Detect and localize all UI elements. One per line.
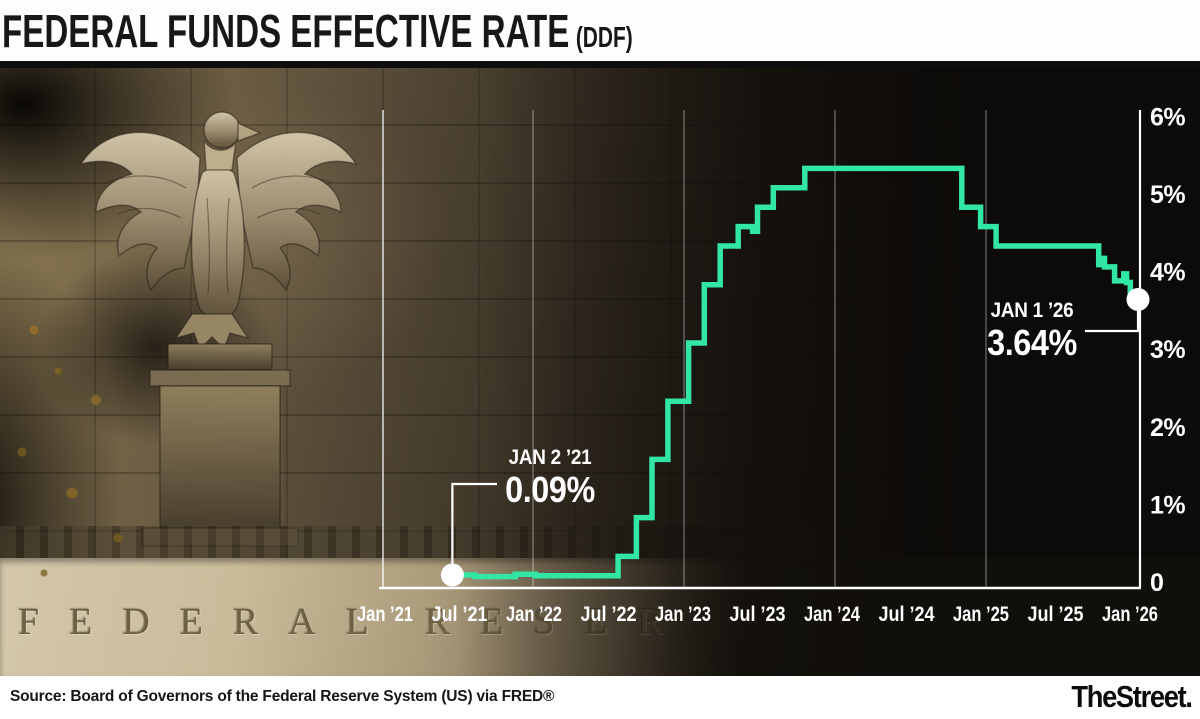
- annotation-start-date: JAN 2 ’21: [508, 446, 592, 469]
- x-tick-label: Jul ’22: [581, 603, 637, 626]
- x-tick-label: Jan ’22: [506, 603, 562, 626]
- fed-building-photo: FEDERALRESER: [0, 68, 1200, 676]
- annotation-end-value: 3.64%: [987, 322, 1077, 364]
- page-title-row: FEDERAL FUNDS EFFECTIVE RATE (DDF): [2, 4, 633, 58]
- x-tick-label: Jan ’23: [655, 603, 711, 626]
- x-tick-label: Jul ’23: [730, 603, 786, 626]
- annotation-start-connector: [451, 482, 497, 574]
- x-tick-label: Jan ’25: [953, 603, 1009, 626]
- annotation-end-date: JAN 1 ’26: [990, 299, 1074, 322]
- x-tick-label: Jan ’24: [804, 603, 860, 626]
- y-tick-label: 3%: [1150, 336, 1185, 364]
- thestreet-logo: TheStreet.: [1071, 678, 1194, 714]
- footer: Source: Board of Governors of the Federa…: [0, 676, 1200, 719]
- x-tick-label: Jan ’21: [357, 603, 413, 626]
- annotation-start-value: 0.09%: [505, 469, 595, 511]
- page-title-suffix: (DDF): [575, 22, 633, 54]
- y-tick-label: 6%: [1150, 103, 1185, 131]
- annotation-start: JAN 2 ’21 0.09%: [471, 446, 629, 511]
- chart-stage: FEDERALRESER 6% 5% 4% 3% 2% 1% 0 Jan ’21 Jul ’21…: [0, 68, 1200, 676]
- y-tick-label: 4%: [1150, 259, 1185, 287]
- source-text: Source: Board of Governors of the Federa…: [10, 687, 555, 705]
- page-title: FEDERAL FUNDS EFFECTIVE RATE: [2, 5, 570, 57]
- y-tick-label: 2%: [1150, 414, 1185, 442]
- annotation-end: JAN 1 ’26 3.64%: [956, 299, 1107, 364]
- rate-chart: 6% 5% 4% 3% 2% 1% 0 Jan ’21 Jul ’21 Jan ’22 Jul ’2…: [357, 103, 1186, 626]
- y-tick-label: 0: [1150, 569, 1163, 597]
- header: FEDERAL FUNDS EFFECTIVE RATE (DDF): [0, 0, 1200, 68]
- x-tick-label: Jul ’25: [1028, 603, 1084, 626]
- end-point-marker: [1126, 288, 1150, 312]
- annotation-end-connector: [1085, 301, 1140, 333]
- y-tick-label: 1%: [1150, 491, 1185, 519]
- x-tick-label: Jul ’21: [432, 603, 488, 626]
- x-tick-label: Jul ’24: [879, 603, 935, 626]
- y-tick-label: 5%: [1150, 181, 1185, 209]
- rate-step-line: [452, 165, 1138, 580]
- x-tick-label: Jan ’26: [1102, 603, 1158, 626]
- start-point-marker: [440, 563, 464, 587]
